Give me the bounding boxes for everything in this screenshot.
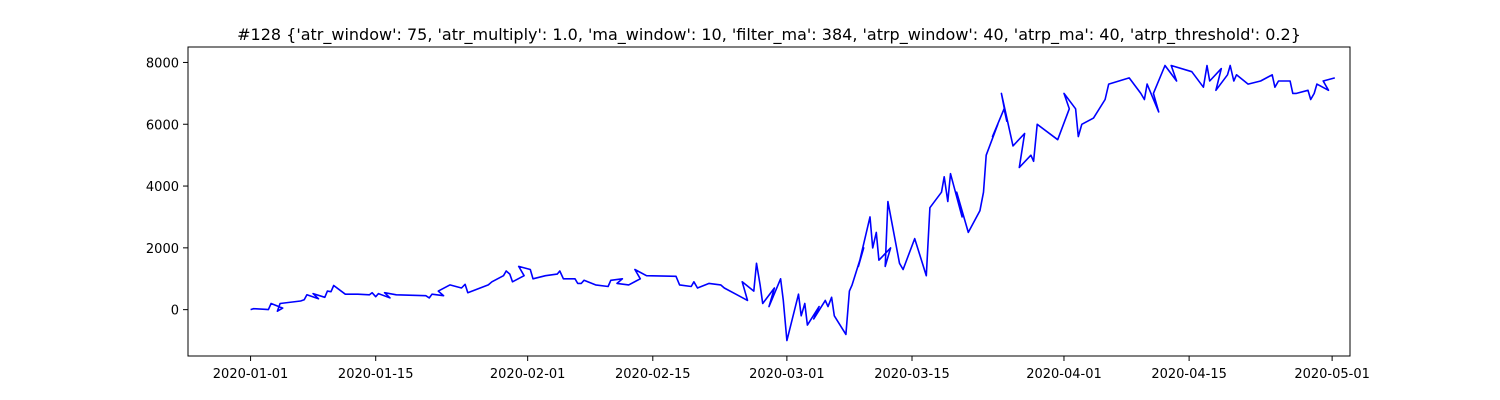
plot-area-frame (187, 46, 1351, 357)
y-tick-label: 8000 (146, 56, 179, 71)
x-tick-label: 2020-01-15 (338, 367, 414, 382)
x-tick-label: 2020-01-01 (213, 367, 289, 382)
y-tick-label: 6000 (146, 118, 179, 133)
x-tick-label: 2020-04-15 (1151, 367, 1227, 382)
chart-title: #128 {'atr_window': 75, 'atr_multiply': … (237, 25, 1301, 45)
y-axis: 0 2000 4000 6000 8000 (146, 56, 188, 319)
x-axis: 2020-01-01 2020-01-15 2020-02-01 2020-02-15… (213, 356, 1370, 382)
y-tick-label: 2000 (146, 242, 179, 257)
series-line (250, 64, 1336, 342)
series-layer (250, 64, 1336, 342)
x-tick-label: 2020-03-15 (874, 367, 950, 382)
x-tick-label: 2020-02-01 (490, 367, 566, 382)
x-tick-label: 2020-03-01 (749, 367, 825, 382)
x-tick-label: 2020-04-01 (1026, 367, 1102, 382)
x-tick-label: 2020-02-15 (615, 367, 691, 382)
y-tick-label: 0 (171, 304, 179, 319)
x-tick-label: 2020-05-01 (1294, 367, 1370, 382)
y-tick-label: 4000 (146, 180, 179, 195)
